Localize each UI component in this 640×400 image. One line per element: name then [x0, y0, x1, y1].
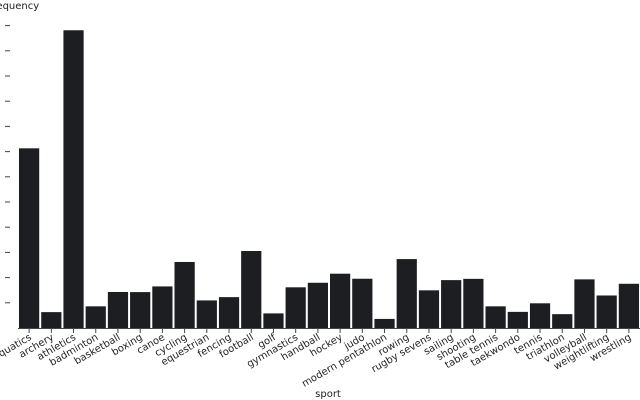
x-axis: aquaticsarcheryathleticsbadmintonbasketb…	[0, 328, 633, 390]
x-axis-title: sport	[315, 389, 341, 400]
bar-canoe	[152, 286, 173, 328]
bar-archery	[41, 312, 62, 328]
bar-rowing	[396, 259, 417, 328]
bar-handball	[307, 282, 328, 328]
bar-aquatics	[19, 148, 40, 328]
bar-cycling	[174, 261, 195, 328]
bar-triathlon	[552, 314, 573, 328]
bar-fencing	[218, 297, 240, 328]
bar-football	[241, 251, 262, 328]
bars	[19, 30, 639, 329]
bar-weightlifting	[596, 295, 617, 328]
y-axis-title: frequency	[0, 1, 39, 12]
bar-volleyball	[574, 279, 595, 328]
bar-hockey	[330, 273, 351, 328]
y-axis	[5, 25, 640, 329]
bar-boxing	[130, 292, 151, 328]
bar-wrestling	[618, 283, 639, 328]
bar-athletics	[63, 30, 84, 329]
bar-equestrian	[196, 300, 217, 328]
bar-sailing	[441, 280, 462, 328]
bar-judo	[352, 278, 373, 328]
bar-modern-pentathlon	[374, 318, 395, 328]
bar-basketball	[107, 291, 129, 328]
bar-table-tennis	[485, 306, 506, 328]
bar-rugby-sevens	[418, 290, 440, 328]
bar-golf	[263, 313, 284, 328]
bar-badminton	[85, 306, 106, 328]
bar-gymnastics	[285, 287, 306, 328]
bar-shooting	[463, 278, 484, 328]
bar-taekwondo	[507, 311, 528, 328]
bar-tennis	[529, 303, 551, 328]
